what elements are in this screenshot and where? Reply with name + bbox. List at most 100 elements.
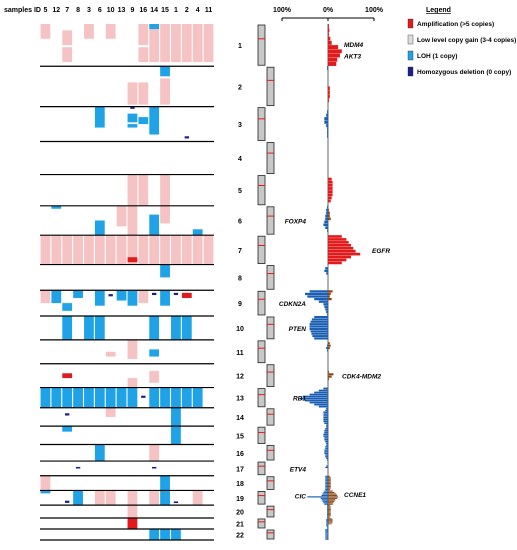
cnv-segment-loh	[105, 387, 116, 408]
gain-frequency-bar	[328, 49, 342, 54]
cnv-segment-loh	[94, 315, 105, 340]
cnv-segment-loh	[160, 66, 170, 77]
loss-frequency-bar	[327, 527, 328, 529]
loss-frequency-bar	[326, 521, 328, 523]
loss-frequency-bar	[327, 514, 328, 516]
loss-frequency-bar	[318, 300, 328, 303]
loss-frequency-bar	[324, 451, 328, 453]
loss-frequency-bar	[323, 387, 328, 390]
loss-frequency-bar	[323, 433, 328, 436]
loss-frequency-bar	[326, 426, 328, 428]
loss-frequency-bar	[311, 332, 328, 335]
cnv-segment-loh	[160, 387, 170, 408]
gain-frequency-bar	[328, 258, 347, 262]
cnv-segment-gain	[40, 475, 51, 491]
gain-frequency-bar	[328, 507, 331, 509]
cnv-segment-loh	[149, 387, 160, 408]
loss-frequency-bar	[326, 208, 328, 212]
loss-frequency-bar	[327, 313, 328, 316]
cnv-segment-gain	[127, 490, 138, 506]
gain-frequency-bar	[328, 347, 330, 350]
cnv-segment-gain	[84, 235, 94, 265]
loss-frequency-bar	[309, 401, 328, 404]
loss-frequency-bar	[324, 429, 328, 432]
sample-id-label: 10	[107, 7, 115, 14]
loss-frequency-bar	[325, 528, 328, 530]
loss-frequency-bar	[324, 120, 328, 124]
cnv-segment-loh	[94, 220, 105, 236]
loss-frequency-bar	[327, 127, 328, 131]
gain-frequency-bar	[328, 292, 331, 296]
chromosome-ideogram	[266, 505, 275, 518]
chromosome-label: 18	[236, 481, 244, 488]
loss-frequency-bar	[323, 415, 328, 417]
loss-frequency-bar	[326, 465, 328, 467]
gain-frequency-bar	[328, 494, 338, 496]
gain-frequency-bar	[328, 177, 332, 181]
loss-frequency-bar	[322, 500, 328, 502]
cnv-segment-amp	[127, 517, 138, 529]
sample-id-label: 11	[205, 7, 213, 14]
gain-frequency-bar	[328, 480, 331, 482]
loss-frequency-bar	[322, 493, 328, 495]
cnv-segment-loh	[73, 290, 83, 298]
loss-frequency-bar	[307, 295, 328, 298]
gain-frequency-bar	[328, 478, 331, 480]
cnv-segment-gain	[203, 235, 214, 265]
sample-id-label: 9	[130, 7, 134, 14]
loss-frequency-bar	[325, 486, 328, 488]
sample-id-label: 13	[118, 7, 126, 14]
loss-frequency-bar	[326, 211, 328, 215]
gain-frequency-bar	[328, 238, 347, 241]
gain-frequency-bar	[328, 491, 335, 494]
gain-frequency-bar	[328, 98, 329, 103]
gain-frequency-bar	[328, 214, 330, 218]
loss-frequency-bar	[312, 335, 328, 338]
loss-frequency-bar	[310, 320, 328, 323]
loss-frequency-bar	[310, 330, 328, 333]
loss-frequency-bar	[327, 517, 328, 519]
cnv-segment-homdel	[184, 136, 189, 139]
cnv-segment-gain	[138, 235, 149, 265]
cnv-segment-gain	[160, 205, 170, 224]
chromosome-ideogram	[257, 518, 266, 529]
cnv-segment-gain	[127, 235, 138, 265]
gain-frequency-bar	[328, 510, 331, 512]
loss-frequency-bar	[325, 480, 328, 482]
cnv-segment-loh	[181, 315, 192, 340]
gain-frequency-bar	[328, 217, 331, 221]
cnv-segment-loh	[149, 315, 160, 340]
gene-label: CDKN2A	[279, 301, 306, 308]
cnv-segment-gain	[127, 174, 138, 206]
loss-frequency-bar	[325, 214, 328, 218]
cnv-segment-gain	[160, 235, 170, 265]
loss-frequency-bar	[318, 389, 328, 392]
cnv-segment-loh	[127, 113, 138, 123]
loss-frequency-bar	[325, 217, 328, 221]
loss-frequency-bar	[314, 391, 328, 394]
loss-frequency-bar	[324, 431, 328, 434]
loss-frequency-bar	[325, 226, 328, 229]
cnv-segment-loh	[84, 315, 94, 340]
cnv-segment-gain	[149, 235, 160, 265]
loss-frequency-bar	[305, 399, 328, 402]
loss-frequency-bar	[325, 487, 328, 489]
chromosome-label: 21	[236, 521, 244, 528]
gain-frequency-bar	[328, 483, 331, 485]
loss-frequency-bar	[327, 349, 328, 352]
loss-frequency-bar	[323, 303, 328, 306]
gain-frequency-bar	[328, 199, 331, 203]
cnv-segment-gain	[138, 174, 149, 206]
cnv-segment-homdel	[108, 294, 113, 297]
cnv-segment-gain	[105, 351, 116, 357]
gain-frequency-bar	[328, 241, 349, 244]
chromosome-ideogram	[266, 445, 275, 461]
cnv-segment-loh	[192, 387, 203, 408]
cnv-segment-loh	[127, 387, 138, 408]
chromosome-label: 4	[238, 156, 242, 163]
loss-frequency-bar	[309, 323, 328, 326]
loss-frequency-bar	[325, 538, 328, 540]
loss-frequency-bar	[325, 532, 328, 534]
cnv-segment-gain	[138, 290, 149, 304]
cnv-segment-gain	[127, 505, 138, 518]
